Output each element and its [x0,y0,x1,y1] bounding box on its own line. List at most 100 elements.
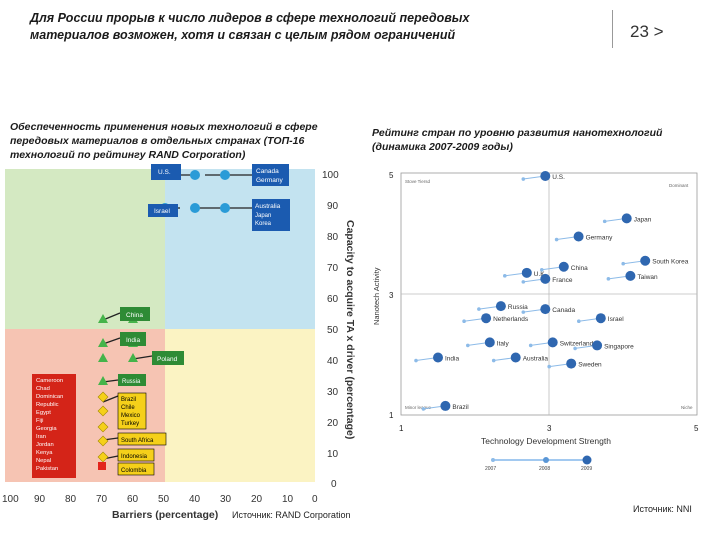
country-point [484,337,495,348]
label-box-us [151,164,181,180]
country-point [621,213,632,224]
svg-text:100: 100 [322,170,339,181]
label-russia: Russia [122,379,141,385]
svg-text:60: 60 [327,294,339,305]
svg-text:20: 20 [251,494,263,505]
country-label: India [445,356,459,363]
country-label: France [552,277,573,284]
svg-text:3: 3 [389,291,394,300]
right-y-axis-label: Nanotech Activity [372,267,381,325]
quadrant-top-left [5,169,165,329]
country-label: Sweden [578,362,602,369]
country-points: U.S. Japan Germany South Korea Taiwan China U.… [414,171,689,411]
svg-text:90: 90 [34,494,46,505]
label-group-yellow: Brazil Chile Mexico Turkey South Africa … [117,392,167,476]
country-point [540,304,551,315]
country-label: China [571,265,588,272]
country-point [540,273,551,284]
quadrant-bottom-right [165,329,315,482]
svg-text:10: 10 [327,449,339,460]
country-point [573,231,584,242]
label-south-africa: South Africa [121,438,154,444]
svg-text:1: 1 [399,424,404,433]
svg-text:50: 50 [327,325,339,336]
country-point-2007 [621,261,625,266]
svg-text:Cameroon Chad Domi: Cameroon Chad Dominican Republic Egypt F… [36,378,65,472]
country-point-2007 [477,307,481,311]
svg-text:0: 0 [312,494,318,505]
label-india: India [126,337,140,344]
label-group-red: Cameroon Chad Dominican Republic Egypt F… [32,374,76,478]
svg-text:70: 70 [96,494,108,505]
label-indonesia: Indonesia [121,454,148,460]
slide-title: Для России прорыв к число лидеров в сфер… [30,11,470,42]
country-point [433,352,443,363]
country-label: Italy [497,340,510,347]
label-japan: Japan [255,213,271,219]
page-number[interactable]: 23 > [630,22,664,41]
country-label: Brazil [452,404,469,411]
label-group-blue: U.S. Canada Germany Israel Australia Jap… [148,164,290,231]
svg-text:40: 40 [327,356,339,367]
country-point [547,337,558,348]
legend-2008: 2008 [539,466,550,472]
label-poland: Poland [157,356,178,363]
label-mexico: Mexico [121,413,141,419]
country-point [540,171,551,182]
title-divider [612,10,613,48]
nanotech-ranking-chart: Stove Tiersd Dominant Minor league Niche… [372,171,699,472]
country-label: Singapore [604,343,634,350]
label-korea: Korea [255,221,272,227]
svg-text:90: 90 [327,201,339,212]
country-point [440,400,451,411]
svg-text:40: 40 [189,494,201,505]
right-source: Источник: NNI [633,504,692,514]
svg-text:80: 80 [327,232,339,243]
country-point [566,358,577,369]
corner-note-tl: Stove Tiersd [405,179,431,184]
label-australia: Australia [255,203,281,210]
label-box-israel [148,204,178,217]
label-canada: Canada [256,168,279,175]
country-label: Australia [523,356,549,363]
country-point [495,301,506,312]
right-x-axis-label: Technology Development Strength [481,436,611,446]
label-israel: Israel [154,208,170,215]
country-point-2007 [547,364,551,369]
label-china: China [126,312,143,319]
country-point-2007 [414,358,418,363]
svg-text:100: 100 [2,494,19,505]
label-chile: Chile [121,405,135,411]
country-label: U.S. [552,174,565,181]
svg-text:60: 60 [127,494,139,505]
country-point-2007 [606,277,611,281]
country-label: Germany [586,235,613,242]
country-label: Israel [608,316,624,323]
label-brazil: Brazil [121,397,136,403]
country-label: U.K. [534,271,547,278]
country-point-2007 [462,319,466,323]
country-point [510,352,521,363]
country-label: Canada [552,307,575,314]
x-axis-ticks: 100 90 80 70 60 50 40 30 20 10 0 [2,494,318,505]
svg-text:20: 20 [327,418,339,429]
country-label: Switzerland [560,340,594,347]
svg-text:5: 5 [389,171,394,180]
svg-text:50: 50 [158,494,170,505]
legend-2009-marker [582,455,592,465]
svg-text:1: 1 [389,411,394,420]
country-point [595,313,606,324]
country-point-2007 [521,177,526,181]
svg-text:70: 70 [327,263,339,274]
quadrant-top-right [165,169,315,329]
legend-2007-marker [491,458,495,462]
country-label: Taiwan [637,274,658,281]
left-y-axis-label: Capacity to acquire TA x driver (percent… [344,220,356,439]
country-point [592,340,603,351]
left-x-axis-label: Barriers (percentage) [112,509,218,521]
label-box-australia [252,199,290,231]
label-group-green: China India Poland Russia [118,307,184,386]
country-point [625,270,636,281]
country-point-2007 [466,343,470,348]
